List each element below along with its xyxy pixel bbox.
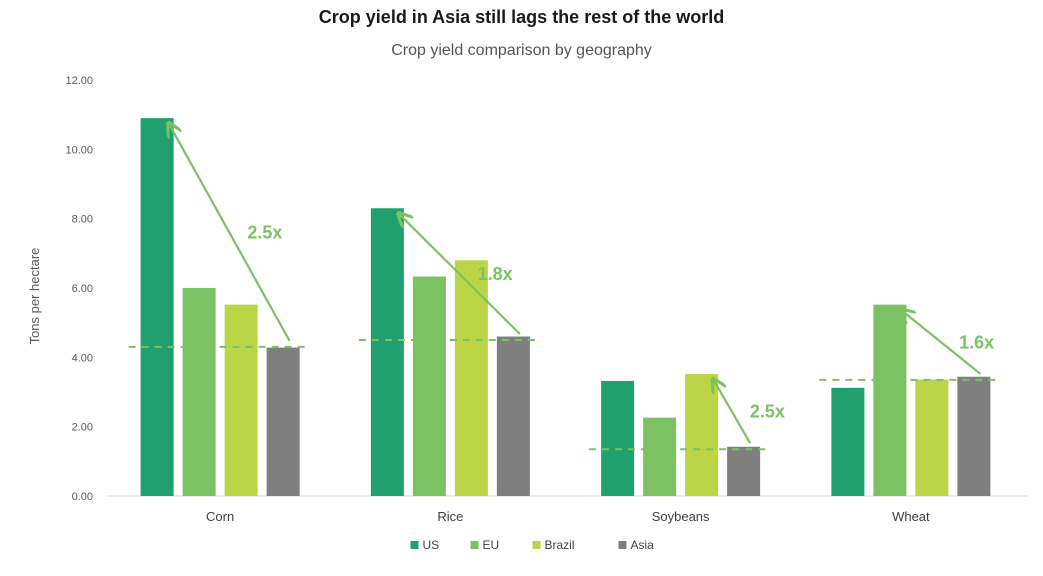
annotations: 2.5x 1.8x 2.5x 1.6x (128, 124, 1001, 451)
bar-rice-eu (412, 276, 446, 496)
legend-swatch-brazil (532, 541, 541, 549)
legend-label-brazil: Brazil (545, 538, 575, 552)
bar-corn-brazil (224, 304, 258, 496)
bar-corn-asia (266, 347, 300, 496)
bar-rice-brazil (454, 260, 488, 496)
category-label: Wheat (892, 509, 930, 524)
bar-corn-eu (182, 288, 216, 496)
bar-wheat-asia (957, 376, 991, 496)
legend-label-eu: EU (483, 538, 500, 552)
legend-swatch-us (410, 541, 419, 549)
y-tick-label: 12.00 (65, 75, 93, 87)
bar-rice-us (370, 208, 404, 496)
category-label: Soybeans (652, 509, 710, 524)
bar-soybeans-eu (643, 417, 677, 496)
category-label: Corn (206, 509, 234, 524)
bars: Corn Rice Soybeans Wheat (140, 118, 991, 524)
y-tick-label: 0.00 (72, 491, 93, 503)
bar-wheat-brazil (915, 379, 949, 496)
y-tick-label: 6.00 (72, 283, 93, 295)
multiplier-label: 1.6x (959, 332, 994, 352)
chart-subtitle: Crop yield comparison by geography (391, 42, 652, 59)
y-axis-label: Tons per hectare (27, 248, 42, 345)
bar-wheat-us (831, 387, 865, 496)
bar-rice-asia (496, 336, 530, 496)
bar-corn-us (140, 118, 174, 496)
y-tick-label: 2.00 (72, 422, 93, 434)
multiplier-label: 1.8x (478, 264, 513, 284)
legend-label-us: US (423, 538, 440, 552)
bar-soybeans-brazil (685, 373, 719, 496)
category-label: Rice (437, 509, 463, 524)
legend-swatch-asia (618, 541, 627, 549)
yield-gap-arrow (714, 380, 752, 444)
legend-swatch-eu (470, 541, 479, 549)
multiplier-label: 2.5x (247, 223, 282, 243)
legend-label-asia: Asia (631, 538, 655, 552)
multiplier-label: 2.5x (750, 402, 785, 422)
yield-gap-arrow (902, 311, 982, 375)
yield-gap-arrow (399, 214, 521, 335)
y-tick-label: 10.00 (65, 144, 93, 156)
bar-soybeans-us (601, 380, 635, 496)
legend: US EU Brazil Asia (410, 538, 655, 552)
y-tick-label: 4.00 (72, 352, 93, 364)
yield-gap-arrow (169, 124, 291, 342)
bar-wheat-eu (873, 304, 907, 496)
y-tick-label: 8.00 (72, 214, 93, 226)
chart-title: Crop yield in Asia still lags the rest o… (318, 7, 725, 27)
bar-soybeans-asia (727, 446, 761, 496)
